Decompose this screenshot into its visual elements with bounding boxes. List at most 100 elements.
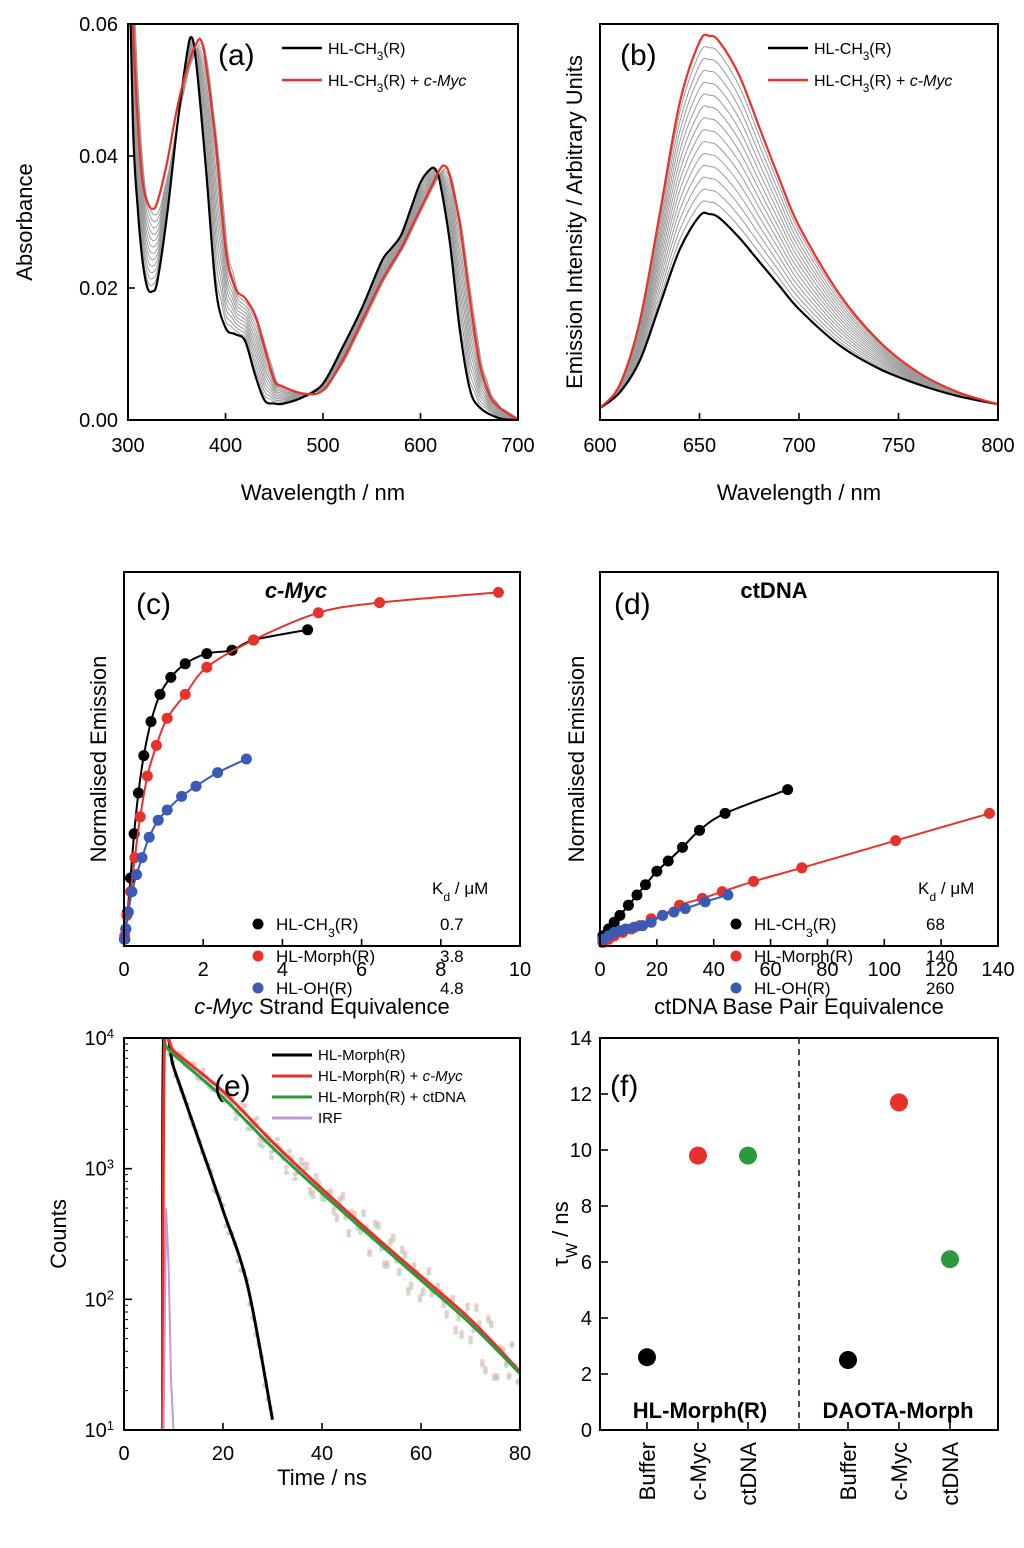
panel-label: (b) bbox=[620, 39, 657, 72]
raw-count-point bbox=[482, 1365, 488, 1371]
irf-trace bbox=[162, 1207, 175, 1430]
raw-count-point bbox=[334, 1217, 340, 1223]
raw-count-point bbox=[340, 1196, 346, 1202]
kd-value: 68 bbox=[926, 915, 945, 934]
x-tick-label: 700 bbox=[501, 435, 534, 457]
data-point bbox=[614, 909, 626, 921]
raw-count-point bbox=[233, 1116, 239, 1122]
legend-marker bbox=[252, 982, 264, 994]
raw-count-point bbox=[435, 1282, 441, 1288]
y-axis-label: τW / ns bbox=[548, 1201, 581, 1266]
y-axis-label: Absorbance bbox=[12, 163, 37, 280]
kd-value: 140 bbox=[926, 947, 954, 966]
raw-count-point bbox=[396, 1271, 402, 1277]
raw-count-point bbox=[482, 1369, 488, 1375]
raw-count-point bbox=[274, 1136, 280, 1142]
y-axis-label: Counts bbox=[46, 1199, 71, 1269]
x-tick-label: 400 bbox=[209, 435, 242, 457]
raw-count-point bbox=[283, 1164, 289, 1170]
plot-frame bbox=[599, 1037, 999, 1431]
data-point bbox=[136, 852, 148, 864]
x-tick-label: 300 bbox=[111, 435, 144, 457]
y-tick-label: 12 bbox=[570, 1084, 592, 1106]
data-point bbox=[983, 807, 995, 819]
kd-value: 3.8 bbox=[440, 947, 464, 966]
panel-b: 600 650 700 750 800 Wavelength / nm Emission I… bbox=[562, 23, 1015, 505]
raw-count-point bbox=[399, 1249, 405, 1255]
panel-label: (c) bbox=[136, 588, 171, 621]
raw-count-point bbox=[340, 1192, 346, 1198]
data-point bbox=[122, 906, 134, 918]
panel-label: (e) bbox=[214, 1070, 251, 1103]
raw-count-point bbox=[453, 1325, 459, 1331]
y-axis-label: Normalised Emission bbox=[564, 656, 589, 863]
data-point bbox=[662, 855, 674, 867]
data-point bbox=[179, 658, 191, 670]
data-point bbox=[134, 811, 146, 823]
raw-count-point bbox=[399, 1245, 405, 1251]
plot-frame bbox=[123, 571, 521, 947]
decay-cmyc bbox=[161, 1038, 520, 1430]
x-tick-label: 40 bbox=[311, 1443, 333, 1465]
raw-count-point bbox=[254, 1116, 260, 1122]
raw-count-point bbox=[459, 1329, 465, 1335]
panel-c: 0 2 4 6 8 10 c-Myc Strand Equivalence Normalise… bbox=[86, 571, 531, 1019]
data-point bbox=[676, 841, 688, 853]
data-point bbox=[651, 865, 663, 877]
raw-count-point bbox=[298, 1161, 304, 1167]
titration-curve bbox=[599, 117, 999, 409]
lifetime-point bbox=[638, 1348, 656, 1367]
raw-count-point bbox=[420, 1291, 426, 1297]
x-tick-label: 20 bbox=[212, 1443, 234, 1465]
y-tick-label: 0.02 bbox=[79, 278, 118, 300]
data-point bbox=[492, 586, 504, 598]
data-point bbox=[150, 739, 162, 751]
data-point bbox=[132, 787, 144, 799]
lifetime-point bbox=[739, 1146, 757, 1165]
plot-area bbox=[129, 24, 518, 420]
x-tick-label: 40 bbox=[703, 959, 725, 981]
data-point bbox=[668, 906, 680, 918]
fit-curve bbox=[602, 788, 788, 937]
data-point bbox=[890, 835, 902, 847]
data-point bbox=[657, 909, 669, 921]
raw-count-point bbox=[456, 1316, 462, 1322]
data-point bbox=[120, 923, 132, 935]
y-axis-label: Emission Intensity / Arbitrary Units bbox=[562, 55, 587, 389]
data-point bbox=[165, 671, 177, 683]
x-axis-label: ctDNA Base Pair Equivalence bbox=[654, 994, 944, 1019]
raw-count-point bbox=[224, 1087, 230, 1093]
raw-count-point bbox=[468, 1339, 473, 1345]
data-point bbox=[161, 712, 173, 724]
raw-count-point bbox=[473, 1307, 479, 1313]
category-label: ctDNA bbox=[736, 1442, 761, 1506]
titration-curve bbox=[599, 152, 999, 409]
series-line-ligand-cmyc bbox=[131, 24, 518, 420]
panel-e: 0 20 40 60 80 101 102 103 104 Time / ns Counts (e) H… bbox=[46, 1026, 531, 1491]
chart-title: ctDNA bbox=[740, 578, 807, 603]
x-tick-label: 6 bbox=[356, 959, 367, 981]
raw-count-point bbox=[459, 1334, 465, 1340]
y-tick-label: 8 bbox=[581, 1196, 592, 1218]
raw-count-point bbox=[444, 1314, 450, 1320]
x-tick-label: 60 bbox=[759, 959, 781, 981]
y-tick-label: 10 bbox=[570, 1140, 592, 1162]
x-axis-label: Time / ns bbox=[277, 1465, 367, 1490]
raw-count-point bbox=[387, 1241, 393, 1247]
raw-count-point bbox=[426, 1267, 432, 1273]
raw-count-point bbox=[503, 1363, 509, 1369]
data-point bbox=[620, 923, 632, 935]
x-tick-label: 750 bbox=[882, 435, 915, 457]
y-tick-label: 0.00 bbox=[79, 410, 118, 432]
x-tick-label: 4 bbox=[277, 959, 288, 981]
x-tick-label: 20 bbox=[646, 959, 668, 981]
raw-count-point bbox=[476, 1320, 482, 1326]
legend-marker bbox=[730, 950, 742, 962]
raw-count-point bbox=[426, 1271, 432, 1277]
chart-title: c-Myc bbox=[265, 578, 327, 603]
raw-count-point bbox=[468, 1335, 473, 1341]
raw-count-point bbox=[485, 1315, 491, 1321]
category-label: c-Myc bbox=[887, 1442, 912, 1501]
data-point bbox=[699, 896, 711, 908]
